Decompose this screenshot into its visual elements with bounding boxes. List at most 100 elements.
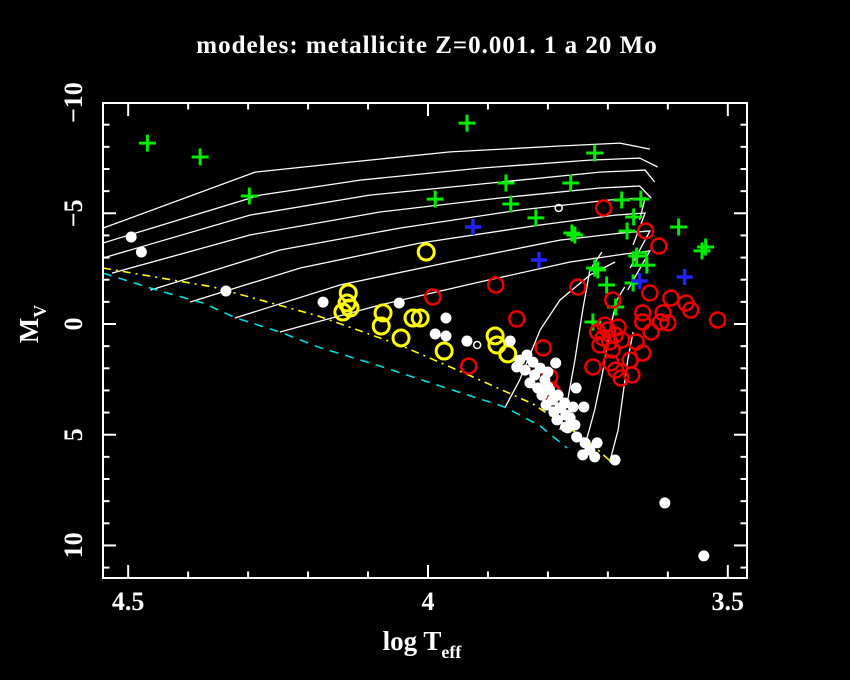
red-open-circle-marker [636,222,655,240]
white-dot-marker [544,384,556,396]
blue-plus-star-marker [464,219,481,236]
green-plus-star-marker [693,242,711,260]
y-axis-label-sub: V [30,305,50,318]
red-open-circle-marker [424,288,442,306]
green-plus-star-marker [618,222,636,240]
white-dot-marker [578,401,590,413]
red-open-circles-group [424,199,727,402]
red-open-circle-marker [633,304,652,322]
white-dot-marker [440,330,452,342]
green-plus-star-marker [586,144,604,162]
green-plus-star-marker [502,195,520,213]
green-plus-star-marker [598,276,616,294]
yellow-open-circle-marker [403,308,423,328]
red-open-circle-marker [659,314,677,332]
evolution-track [103,157,658,244]
white-dot-marker [550,357,562,369]
green-plus-star-marker [586,259,604,277]
red-open-circle-marker [612,369,630,387]
blue-plus-star-marker [631,273,648,290]
green-plus-star-marker [566,226,584,244]
red-open-circle-marker [681,301,700,319]
evolution-track [103,142,651,229]
red-open-circle-marker [594,199,613,217]
red-open-circle-marker [641,284,659,302]
red-open-circle-marker [507,310,526,328]
red-open-circle-marker [642,323,660,341]
green-plus-star-marker [697,238,715,256]
blue-plus-star-marker [676,269,693,286]
white-dot-marker [540,399,552,411]
white-dot-marker [559,397,571,409]
scatter-markers-layer [125,114,727,562]
y-tick-label: −10 [59,82,88,123]
blue-plus-star-marker [530,252,547,269]
white-dot-marker [542,366,554,378]
x-axis-label-sub: eff [441,642,462,662]
white-dot-marker [570,382,582,394]
red-open-circle-marker [651,313,670,331]
white-dot-marker [698,550,710,562]
y-tick-label: 0 [59,318,88,331]
plot-frame [102,102,748,579]
white-dot-marker [591,437,603,449]
y-axis-label-main: M [14,318,44,343]
yellow-open-circle-marker [410,308,430,328]
white-dot-marker [659,497,671,509]
x-tick-label: 4 [421,587,434,616]
white-dot-marker [220,285,232,297]
evolution-track [234,230,652,319]
white-filled-dots-group [125,231,710,562]
white-dot-marker [393,297,405,309]
x-axis-label: log Teff [383,626,463,662]
red-open-circle-marker [584,358,602,376]
green-plus-star-marker [497,174,515,192]
red-open-circle-marker [603,291,622,309]
yellow-open-circle-marker [485,326,505,346]
green-plus-star-marker [191,148,209,166]
white-dot-marker [429,328,441,340]
white-dot-marker [440,312,452,324]
red-open-circle-marker [633,313,652,331]
red-open-circle-marker [623,366,641,384]
red-open-circle-marker [650,237,668,255]
white-dot-marker [571,431,583,443]
chart-title: modeles: metallicite Z=0.001. 1 a 20 Mo [196,32,658,59]
white-small-open-circle-marker [472,340,482,350]
y-tick-label: −5 [59,199,88,227]
green-plus-star-marker [613,191,631,209]
green-plus-star-marker [240,187,258,205]
red-open-circle-marker [588,323,607,341]
red-open-circle-marker [591,336,609,354]
green-plus-star-marker [670,218,688,236]
x-axis-label-main: log T [383,626,442,656]
yellow-open-circle-marker [391,328,411,348]
green-square-marker [631,251,648,267]
green-plus-star-marker [527,209,545,227]
green-plus-stars-group [138,114,715,331]
white-dot-marker [519,364,531,376]
x-tick-label: 3.5 [712,587,745,616]
red-open-circle-marker [602,354,620,372]
yellow-open-circle-marker [416,242,436,262]
yellow-open-circle-marker [498,344,518,364]
red-open-circle-marker [460,357,478,375]
red-open-circle-marker [708,311,727,329]
x-tick-label: 4.5 [112,587,145,616]
white-dot-marker [567,401,579,413]
white-dot-marker [551,414,563,426]
y-tick-label: 10 [59,532,88,558]
red-open-circle-marker [612,331,631,349]
white-dot-marker [135,246,147,258]
green-plus-star-marker [628,247,646,265]
evolution-track [150,197,646,291]
green-plus-star-marker [138,134,156,152]
white-dot-marker [524,377,536,389]
white-dot-marker [461,335,473,347]
white-dot-marker [504,335,516,347]
y-tick-label: 5 [59,428,88,441]
green-plus-star-marker [562,174,580,192]
green-plus-star-marker [563,224,581,242]
